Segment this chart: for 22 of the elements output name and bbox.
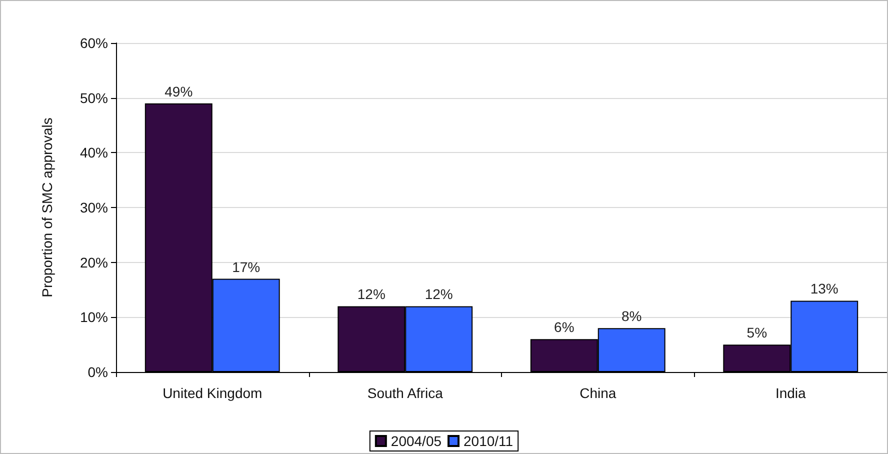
data-label: 12% xyxy=(424,286,453,302)
y-tick-label: 50% xyxy=(80,90,108,106)
data-label: 6% xyxy=(554,319,574,336)
x-tick-label: South Africa xyxy=(367,385,444,401)
y-tick-label: 60% xyxy=(80,35,108,51)
y-tick-label: 20% xyxy=(80,254,108,270)
data-label: 17% xyxy=(232,258,260,275)
y-tick-label: 30% xyxy=(80,200,108,216)
legend-label: 2010/11 xyxy=(464,433,514,449)
data-label: 13% xyxy=(810,280,838,297)
legend-label: 2004/05 xyxy=(390,433,442,449)
data-label: 8% xyxy=(621,308,642,324)
x-tick-label: China xyxy=(580,385,616,401)
data-label: 12% xyxy=(357,286,386,302)
data-label: 5% xyxy=(746,324,768,341)
x-tick-label: United Kingdom xyxy=(162,385,262,401)
x-tick-label: India xyxy=(775,385,806,401)
y-tick-label: 10% xyxy=(80,309,108,326)
y-tick-label: 0% xyxy=(88,364,108,380)
data-label: 49% xyxy=(164,83,193,100)
y-axis-title: Proportion of SMC approvals xyxy=(39,118,55,298)
y-tick-label: 40% xyxy=(80,144,108,161)
